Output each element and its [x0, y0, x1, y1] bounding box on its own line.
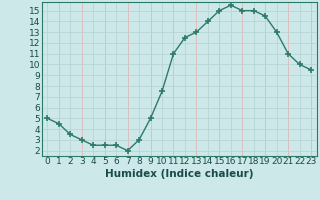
- X-axis label: Humidex (Indice chaleur): Humidex (Indice chaleur): [105, 169, 253, 179]
